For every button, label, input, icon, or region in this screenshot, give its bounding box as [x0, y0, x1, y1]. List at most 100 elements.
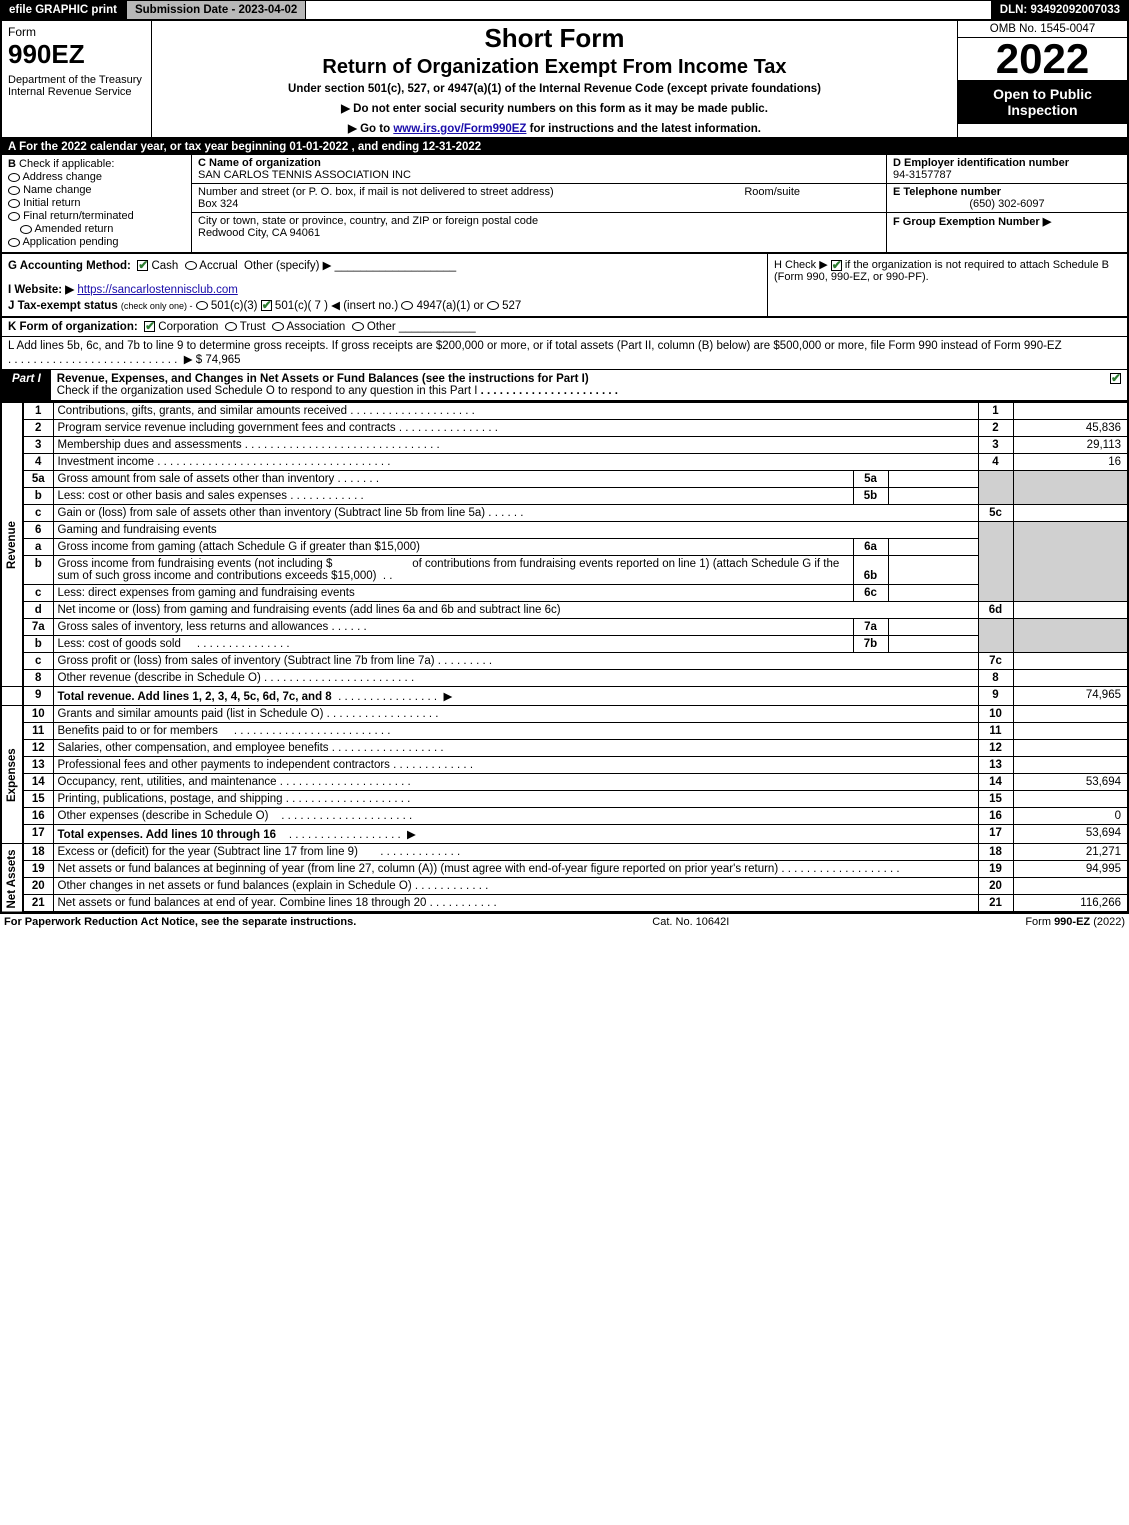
line-6c-subval: [888, 585, 978, 602]
line-5a-desc: Gross amount from sale of assets other t…: [53, 471, 853, 488]
line-20-col: 20: [978, 878, 1013, 895]
chk-amended-return-label: Amended return: [34, 223, 113, 235]
line-5c-num: c: [23, 505, 53, 522]
d-label: D Employer identification number: [893, 157, 1069, 169]
line-18-col: 18: [978, 844, 1013, 861]
d-ein-value: 94-3157787: [893, 169, 952, 181]
line-7ab-grey: [978, 619, 1013, 653]
chk-amended-return[interactable]: Amended return: [8, 223, 185, 235]
f-label: F Group Exemption Number ▶: [893, 216, 1051, 228]
chk-schedule-o[interactable]: [1110, 373, 1121, 384]
chk-501c3[interactable]: [196, 301, 208, 310]
sub3-pre: ▶ Go to: [348, 123, 393, 135]
chk-cash[interactable]: [137, 260, 148, 271]
irs-link[interactable]: www.irs.gov/Form990EZ: [393, 123, 526, 135]
line-5b-subcol: 5b: [853, 488, 888, 505]
line-6b-desc: Gross income from fundraising events (no…: [53, 556, 853, 585]
k-other-label: Other: [367, 321, 396, 333]
efile-print-button[interactable]: efile GRAPHIC print: [0, 0, 126, 20]
line-5a-num: 5a: [23, 471, 53, 488]
l-text: L Add lines 5b, 6c, and 7b to line 9 to …: [8, 340, 1062, 352]
chk-trust[interactable]: [225, 322, 237, 331]
line-20-amt: [1013, 878, 1128, 895]
line-9-col: 9: [978, 687, 1013, 706]
f-group-row: F Group Exemption Number ▶: [887, 213, 1127, 252]
c-street-label: Number and street (or P. O. box, if mail…: [198, 186, 554, 198]
chk-other-org[interactable]: [352, 322, 364, 331]
part-1-title-text: Revenue, Expenses, and Changes in Net As…: [57, 373, 589, 385]
form-subtitle-3: ▶ Go to www.irs.gov/Form990EZ for instru…: [158, 121, 951, 135]
chk-527[interactable]: [487, 301, 499, 310]
form-subtitle-1: Under section 501(c), 527, or 4947(a)(1)…: [158, 83, 951, 95]
g-other-label: Other (specify) ▶: [244, 260, 331, 272]
line-7c-col: 7c: [978, 653, 1013, 670]
line-6-grey-amt: [1013, 522, 1128, 602]
chk-final-return[interactable]: Final return/terminated: [8, 210, 185, 222]
form-header: Form 990EZ Department of the Treasury In…: [0, 20, 1129, 139]
g-label: G Accounting Method:: [8, 260, 131, 272]
tax-year: 2022: [958, 38, 1127, 80]
line-21-desc: Net assets or fund balances at end of ye…: [53, 895, 978, 913]
page-footer: For Paperwork Reduction Act Notice, see …: [0, 913, 1129, 930]
chk-4947[interactable]: [401, 301, 413, 310]
part-1-check: [1104, 370, 1127, 400]
org-city: Redwood City, CA 94061: [198, 227, 320, 239]
line-7c-amt: [1013, 653, 1128, 670]
line-5c-amt: [1013, 505, 1128, 522]
chk-application-pending[interactable]: Application pending: [8, 236, 185, 248]
section-b: B Check if applicable: Address change Na…: [2, 155, 192, 252]
line-12-col: 12: [978, 740, 1013, 757]
line-6a-subval: [888, 539, 978, 556]
line-15-desc: Printing, publications, postage, and shi…: [53, 791, 978, 808]
line-16-col: 16: [978, 808, 1013, 825]
line-8-desc: Other revenue (describe in Schedule O) .…: [53, 670, 978, 687]
line-6b-num: b: [23, 556, 53, 585]
short-form-label: Short Form: [158, 23, 951, 54]
line-5a-subval: [888, 471, 978, 488]
chk-association[interactable]: [272, 322, 284, 331]
i-website: I Website: ▶ https://sancarlostennisclub…: [8, 282, 761, 296]
line-1-desc: Contributions, gifts, grants, and simila…: [53, 403, 978, 420]
line-17-num: 17: [23, 825, 53, 844]
c-suite-label: Room/suite: [744, 186, 880, 198]
chk-address-change[interactable]: Address change: [8, 171, 185, 183]
chk-schedule-b[interactable]: [831, 260, 842, 271]
website-link[interactable]: https://sancarlostennisclub.com: [77, 284, 237, 296]
j-tax-exempt: J Tax-exempt status (check only one) - 5…: [8, 298, 761, 312]
ghij-left: G Accounting Method: Cash Accrual Other …: [2, 254, 767, 316]
j-4947-label: 4947(a)(1) or: [417, 300, 484, 312]
line-17-amt: 53,694: [1013, 825, 1128, 844]
line-3-col: 3: [978, 437, 1013, 454]
line-18-desc: Excess or (deficit) for the year (Subtra…: [53, 844, 978, 861]
chk-name-change[interactable]: Name change: [8, 184, 185, 196]
line-7a-desc: Gross sales of inventory, less returns a…: [53, 619, 853, 636]
form-word: Form: [8, 25, 145, 39]
e-phone-row: E Telephone number (650) 302-6097: [887, 184, 1127, 213]
j-sub: (check only one) -: [121, 301, 193, 311]
e-phone-value: (650) 302-6097: [893, 198, 1121, 210]
line-1-col: 1: [978, 403, 1013, 420]
line-10-desc: Grants and similar amounts paid (list in…: [53, 706, 978, 723]
footer-center: Cat. No. 10642I: [356, 916, 1025, 928]
line-15-amt: [1013, 791, 1128, 808]
chk-accrual[interactable]: [185, 261, 197, 270]
g-cash-label: Cash: [151, 260, 178, 272]
chk-501c[interactable]: [261, 300, 272, 311]
d-ein-row: D Employer identification number 94-3157…: [887, 155, 1127, 184]
k-trust-label: Trust: [240, 321, 266, 333]
line-14-amt: 53,694: [1013, 774, 1128, 791]
j-527-label: 527: [502, 300, 521, 312]
line-11-num: 11: [23, 723, 53, 740]
line-7ab-grey-amt: [1013, 619, 1128, 653]
line-3-num: 3: [23, 437, 53, 454]
line-3-desc: Membership dues and assessments . . . . …: [53, 437, 978, 454]
line-8-num: 8: [23, 670, 53, 687]
section-c: C Name of organization SAN CARLOS TENNIS…: [192, 155, 887, 252]
line-5b-subval: [888, 488, 978, 505]
submission-date-label: Submission Date - 2023-04-02: [126, 0, 306, 20]
chk-initial-return[interactable]: Initial return: [8, 197, 185, 209]
block-bcdef: B Check if applicable: Address change Na…: [0, 155, 1129, 254]
line-15-num: 15: [23, 791, 53, 808]
g-accrual-label: Accrual: [199, 260, 237, 272]
chk-corporation[interactable]: [144, 321, 155, 332]
